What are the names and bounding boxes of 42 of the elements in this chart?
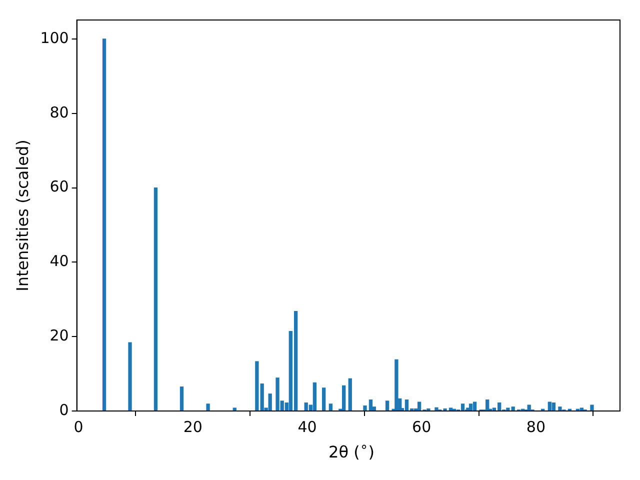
bar	[385, 400, 390, 411]
bar	[434, 407, 438, 411]
bar	[448, 408, 453, 411]
x-tick-label: 80	[526, 418, 546, 436]
x-tick-label: 40	[298, 418, 317, 436]
bar	[548, 402, 552, 411]
x-tick-label: 20	[183, 418, 202, 436]
bar	[590, 404, 594, 411]
bar	[368, 400, 373, 411]
bar	[486, 400, 490, 411]
bar	[460, 404, 465, 411]
bar	[102, 38, 106, 411]
y-tick-label: 100	[40, 28, 69, 47]
bar	[312, 382, 317, 411]
bar	[552, 402, 556, 411]
bar	[180, 386, 184, 411]
bar	[268, 394, 272, 411]
x-axis-title: 2θ ($^{∘}$)	[328, 440, 376, 462]
y-axis-title: Intensities (scaled)	[12, 140, 32, 292]
bar	[348, 378, 352, 411]
y-tick-label: 0	[59, 400, 69, 419]
bar	[527, 404, 531, 411]
bar	[580, 408, 584, 411]
bar	[328, 404, 333, 411]
bar	[206, 404, 210, 411]
bar	[472, 402, 477, 411]
bar	[468, 404, 473, 411]
bar	[558, 406, 562, 411]
x-tick-label: 0	[74, 418, 84, 436]
y-tick-label: 20	[50, 326, 69, 344]
bar	[363, 405, 367, 411]
bar	[426, 408, 430, 411]
bar	[154, 187, 158, 411]
bar	[128, 342, 132, 411]
bar	[232, 408, 236, 411]
x-tick-label: 60	[412, 418, 432, 436]
bar	[342, 385, 346, 411]
y-tick-label: 40	[50, 252, 69, 270]
bar	[394, 359, 398, 411]
y-tick-label: 60	[50, 178, 69, 196]
bar	[322, 388, 326, 411]
y-tick-label: 80	[50, 103, 69, 122]
